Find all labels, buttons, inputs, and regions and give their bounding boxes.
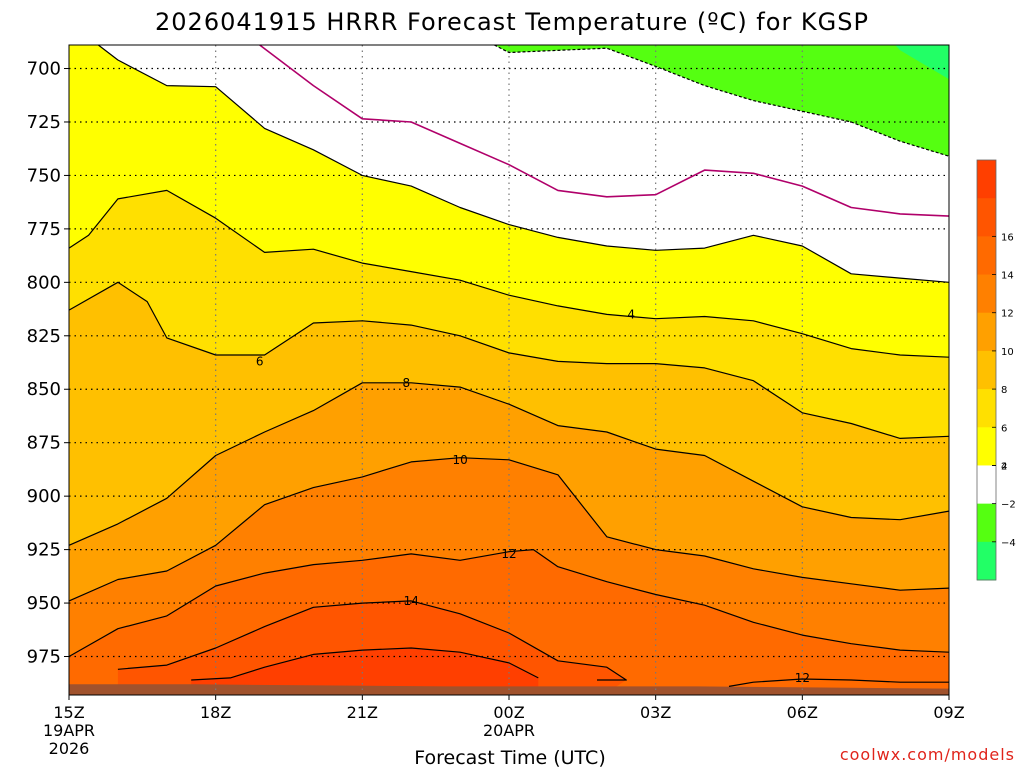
colorbar-tick-label-12: 12 xyxy=(1001,309,1014,320)
isotherm--2-line-0 xyxy=(494,44,950,157)
y-tick-label-800: 800 xyxy=(27,272,61,293)
colorbar-bin-10-12 xyxy=(977,274,996,314)
isotherm-2-line-2 xyxy=(97,44,950,283)
isotherm-0-line-1 xyxy=(259,44,950,217)
contour-label-14-5: 14 xyxy=(404,594,419,608)
colorbar-tick-label--4: −4 xyxy=(1001,538,1016,549)
x-tick-label-03Z: 03Z xyxy=(640,703,671,722)
temperature-band-9 xyxy=(895,45,949,80)
colorbar-bin-16-18 xyxy=(977,160,996,199)
x-tick-date-15Z: 19APR xyxy=(43,721,95,740)
colorbar-bin-4-6 xyxy=(977,389,996,428)
colorbar-bin-14-16 xyxy=(977,198,996,237)
x-tick-label-00Z: 00Z xyxy=(493,703,524,722)
x-tick-label-06Z: 06Z xyxy=(787,703,818,722)
y-tick-label-900: 900 xyxy=(27,486,61,507)
x-tick-label-18Z: 18Z xyxy=(200,703,231,722)
credit-text: coolwx.com/models xyxy=(840,745,1015,764)
colorbar-tick-label--2: −2 xyxy=(1001,500,1016,511)
colorbar-tick-label-4: 4 xyxy=(1001,461,1007,472)
contour-label-8-2: 8 xyxy=(403,376,411,390)
temperature-band-8 xyxy=(494,45,949,157)
contour-label-12-6: 12 xyxy=(795,671,810,685)
isotherm-8-line-5 xyxy=(68,382,950,546)
colorbar-tick-label-8: 8 xyxy=(1001,385,1007,396)
colorbar-bin-8-10 xyxy=(977,312,996,352)
temperature-band-7 xyxy=(191,648,539,689)
colorbar-tick-label-10: 10 xyxy=(1001,347,1014,358)
y-tick-label-825: 825 xyxy=(27,326,61,347)
colorbar: 16 14 12 10 8 6 42 −2 −4 xyxy=(976,159,1016,581)
colorbar-tick-label-16: 16 xyxy=(1001,232,1014,243)
colorbar-tick-label-2: 2 xyxy=(1001,461,1007,472)
x-tick-label-15Z: 15Z xyxy=(53,703,84,722)
y-tick-label-775: 775 xyxy=(27,219,61,240)
x-tick-date-00Z: 20APR xyxy=(483,721,535,740)
isotherm-14-line-8 xyxy=(117,600,627,681)
y-tick-label-925: 925 xyxy=(27,540,61,561)
y-tick-label-750: 750 xyxy=(27,165,61,186)
colorbar-tick-label-14: 14 xyxy=(1001,271,1014,282)
grid-lines xyxy=(69,45,949,695)
contour-label-4-0: 4 xyxy=(627,307,635,321)
y-tick-label-950: 950 xyxy=(27,593,61,614)
colorbar-tick-label-6: 6 xyxy=(1001,423,1007,434)
y-tick-label-850: 850 xyxy=(27,379,61,400)
x-tick-label-09Z: 09Z xyxy=(933,703,964,722)
isotherm-10-line-6 xyxy=(68,457,950,602)
isotherm-16-line-9 xyxy=(191,647,539,681)
plot-area: 4 6 8 10 12 14 12 xyxy=(68,44,950,696)
contour-labels: 4 6 8 10 12 14 12 xyxy=(256,307,810,684)
isotherm-contours xyxy=(68,44,950,687)
colorbar-bin-12-14 xyxy=(977,236,996,276)
y-tick-label-700: 700 xyxy=(27,59,61,80)
isotherm-6-line-4 xyxy=(68,281,950,439)
isotherm-12-line-10 xyxy=(728,678,949,687)
colorbar-bin--4--2 xyxy=(977,503,996,543)
x-tick-year-15Z: 2026 xyxy=(49,739,90,758)
chart-title: 2026041915 HRRR Forecast Temperature (ºC… xyxy=(155,8,869,36)
contour-label-12-4: 12 xyxy=(501,547,516,561)
colorbar-bin--6--4 xyxy=(977,541,996,581)
colorbar-frame xyxy=(976,159,997,581)
isotherm-12-line-7 xyxy=(68,548,950,658)
colorbar-bin-2-4 xyxy=(977,427,996,466)
x-tick-label-21Z: 21Z xyxy=(347,703,378,722)
colorbar-bin--2-2 xyxy=(977,465,996,505)
contour-label-10-3: 10 xyxy=(452,453,467,467)
x-axis-label: Forecast Time (UTC) xyxy=(414,747,605,768)
y-tick-label-725: 725 xyxy=(27,112,61,133)
colorbar-bin-6-8 xyxy=(977,350,996,390)
y-tick-label-875: 875 xyxy=(27,433,61,454)
y-axis: 700 725 750 775 800 825 850 875 900 925 950 975 xyxy=(27,59,69,668)
contour-label-6-1: 6 xyxy=(256,354,264,368)
y-tick-label-975: 975 xyxy=(27,647,61,668)
isotherm-4-line-3 xyxy=(68,189,950,358)
